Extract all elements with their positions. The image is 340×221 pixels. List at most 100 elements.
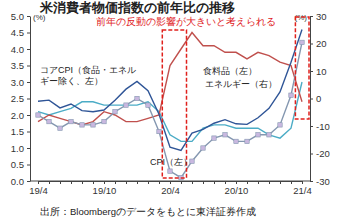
tick-label: 20 [316, 38, 327, 49]
tick: 5.0 [11, 11, 30, 22]
tick-label: 4.5 [11, 27, 24, 38]
tick-label: 3.0 [11, 77, 24, 88]
tick-label: 4.0 [11, 44, 24, 55]
series-label: 食料品（左） [203, 66, 257, 76]
highlight-box [162, 30, 186, 178]
tick-label: 3.5 [11, 60, 24, 71]
marker [278, 123, 282, 127]
tick-label: 5.0 [11, 11, 24, 22]
marker [124, 103, 128, 107]
tick-mark [27, 82, 30, 83]
marker [58, 126, 62, 130]
series-line [38, 82, 302, 141]
y-axis: 5.0 4.5 4.0 3.5 3.0 2.5 2.0 1.5 1.0 0.5 0.0 [11, 11, 31, 187]
tick-label: 21/4 [293, 185, 312, 196]
tick: -30 [310, 176, 330, 187]
tick: 0.5 [11, 159, 30, 170]
marker [256, 133, 260, 137]
x-axis: 19/4 19/10 20/4 20/10 21/4 [29, 181, 312, 196]
series-label: コアCPI（食品・エネルギー除く、左） [40, 65, 136, 86]
tick-label: -10 [316, 121, 330, 132]
tick-mark [310, 16, 313, 17]
tick-mark [310, 99, 313, 100]
tick: 30 [310, 11, 327, 22]
tick-label: 2.5 [11, 93, 24, 104]
tick: 0.0 [11, 176, 30, 187]
marker [113, 110, 117, 114]
tick-mark [27, 148, 30, 149]
tick-mark [310, 154, 313, 155]
tick-label: 2.0 [11, 110, 24, 121]
tick-mark [27, 115, 30, 116]
tick: 20 [310, 38, 327, 49]
tick: 4.5 [11, 27, 30, 38]
tick-mark [27, 132, 30, 133]
marker [245, 139, 249, 143]
highlight-box [295, 17, 309, 119]
y-axis-title: (%) [33, 13, 46, 22]
tick-label: -20 [316, 148, 330, 159]
tick-mark [27, 181, 30, 182]
tick-mark [27, 33, 30, 34]
tick: 2.0 [11, 110, 30, 121]
marker [146, 103, 150, 107]
frame-line [30, 181, 310, 182]
tick: 2.5 [11, 93, 30, 104]
tick-mark [27, 16, 30, 17]
tick: 19/4 [29, 181, 48, 196]
marker [91, 123, 95, 127]
marker [102, 119, 106, 123]
tick: 21/4 [293, 181, 312, 196]
marker [80, 123, 84, 127]
tick: 20/10 [225, 181, 249, 196]
tick-mark [27, 165, 30, 166]
marker [135, 96, 139, 100]
tick: 4.0 [11, 44, 30, 55]
tick-label: 19/10 [93, 185, 117, 196]
tick-label: 19/4 [29, 185, 48, 196]
tick: 19/10 [93, 181, 117, 196]
marker [201, 146, 205, 150]
tick: 0 [310, 93, 321, 104]
tick-label: -30 [316, 176, 330, 187]
annotation: 前年の反動の影響が大きいと考えられる [96, 16, 276, 27]
tick-mark [310, 44, 313, 45]
tick-label: 30 [316, 11, 327, 22]
marker [157, 129, 161, 133]
title: 米消費者物価指数の前年比の推移 [39, 1, 235, 15]
series-line [38, 42, 302, 177]
tick-label: 1.0 [11, 143, 24, 154]
marker [223, 133, 227, 137]
marker [168, 169, 172, 173]
tick-label: 0 [316, 93, 321, 104]
tick-label: 1.5 [11, 126, 24, 137]
tick-mark [27, 99, 30, 100]
tick: 10 [310, 66, 327, 77]
series-label: エネルギー（右） [205, 79, 277, 89]
tick-label: 20/10 [225, 185, 249, 196]
tick: -20 [310, 148, 330, 159]
series-line [38, 29, 302, 150]
tick-label: 20/4 [161, 185, 180, 196]
tick: -10 [310, 121, 330, 132]
y2-axis: 30 20 10 0 -10 -20 -30 [310, 11, 330, 187]
tick: 3.0 [11, 77, 30, 88]
chart: 米消費者物価指数の前年比の推移 5.0 4.5 4.0 3.5 3.0 2.5 2.0 1.5 1… [0, 0, 340, 221]
plot-area [36, 29, 304, 179]
axis-line [30, 17, 31, 182]
tick-mark [310, 71, 313, 72]
marker [300, 40, 304, 44]
marker [47, 119, 51, 123]
tick: 20/4 [161, 181, 180, 196]
marker [234, 139, 238, 143]
tick-mark [27, 66, 30, 67]
tick-label: 0.0 [11, 176, 24, 187]
tick-mark [27, 49, 30, 50]
marker [36, 113, 40, 117]
series-label-line: ギー除く、左） [40, 76, 103, 86]
marker [289, 93, 293, 97]
series-line [38, 33, 302, 125]
tick: 1.0 [11, 143, 30, 154]
tick-label: 0.5 [11, 159, 24, 170]
source: 出所：Bloombergのデータをもとに東洋証券作成 [40, 206, 256, 217]
